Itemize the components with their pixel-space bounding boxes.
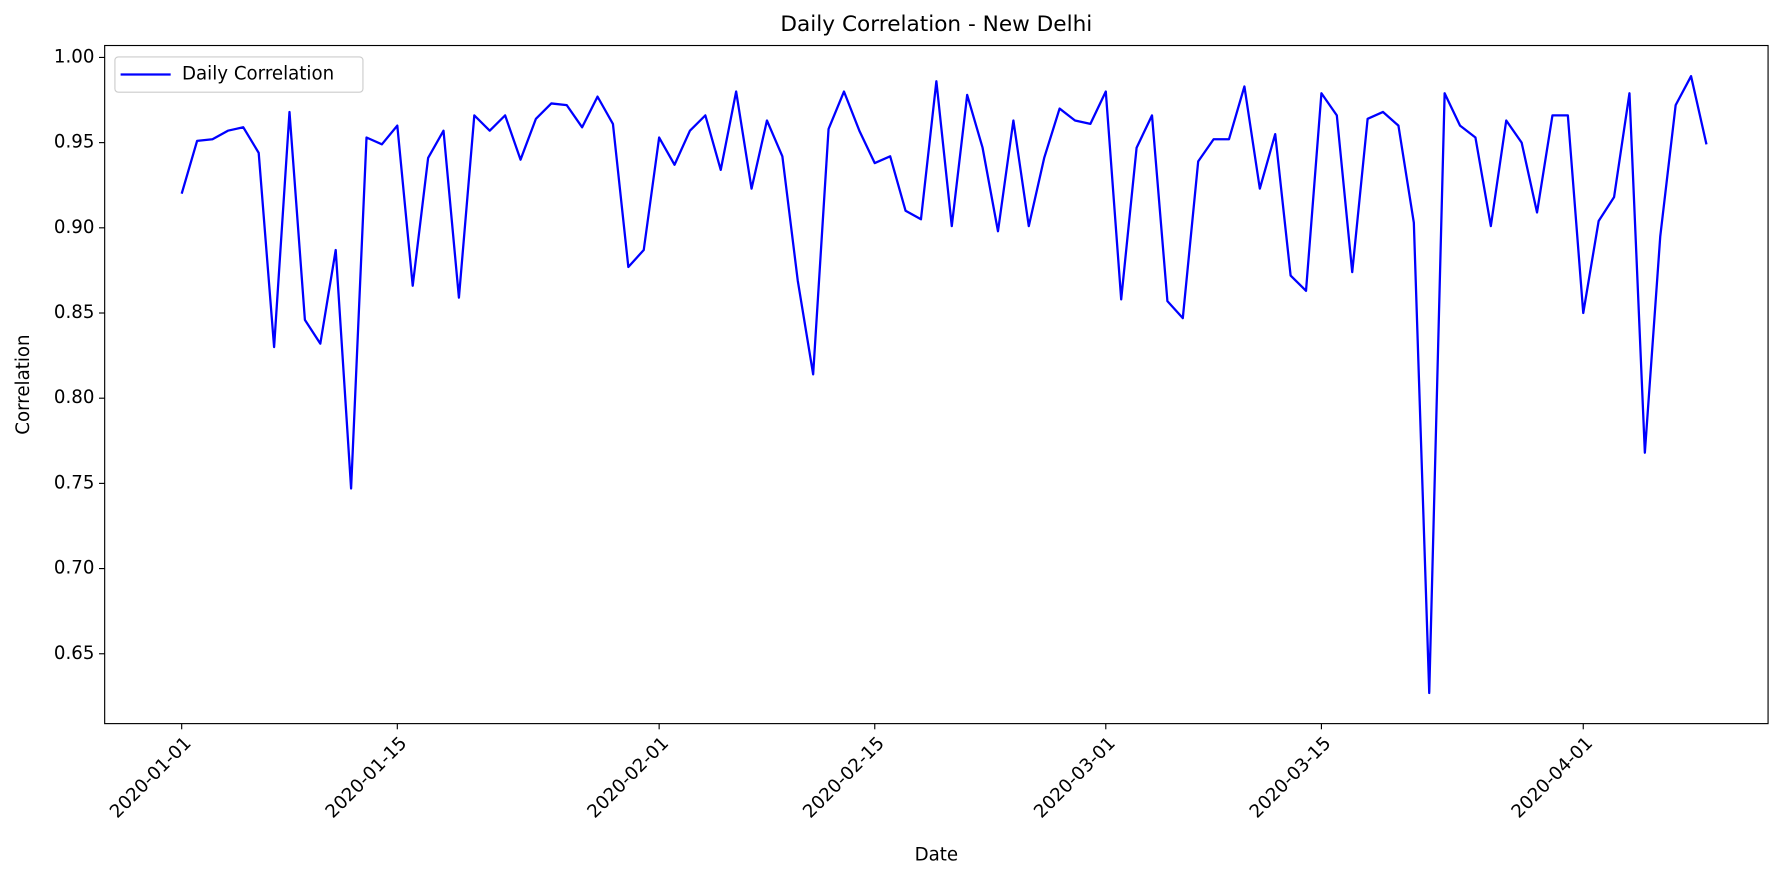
plot-frame [104, 44, 1769, 725]
y-tick-label: 0.70 [54, 558, 94, 579]
y-tick-label: 0.85 [54, 302, 94, 323]
y-tick-label: 0.95 [54, 132, 94, 153]
y-axis-label: Correlation [13, 334, 34, 434]
legend-box [114, 56, 364, 93]
y-tick-label: 0.65 [54, 643, 94, 664]
y-tick-label: 0.90 [54, 217, 94, 238]
x-axis-label: Date [915, 845, 958, 866]
series-line [180, 75, 1708, 695]
legend-label: Daily Correlation [182, 64, 334, 85]
y-tick-label: 0.75 [54, 472, 94, 493]
y-tick-label: 0.80 [54, 387, 94, 408]
chart-title: Daily Correlation - New Delhi [780, 12, 1092, 37]
y-tick-label: 1.00 [54, 46, 94, 67]
